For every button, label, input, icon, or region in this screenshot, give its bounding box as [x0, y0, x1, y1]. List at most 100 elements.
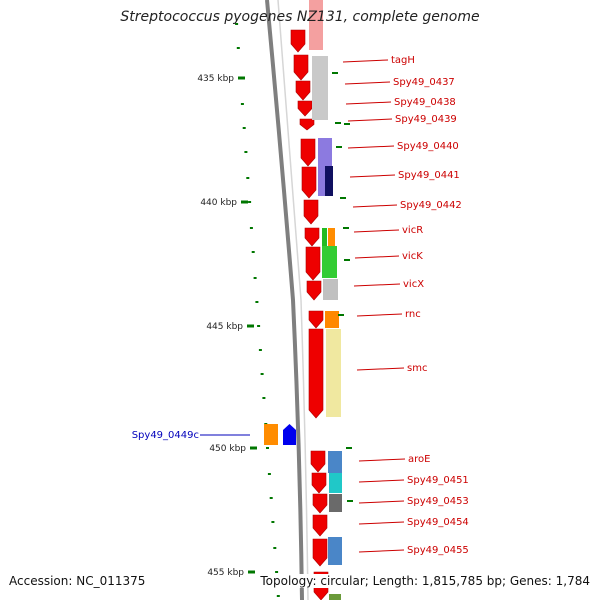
gene-leader-line	[356, 367, 405, 371]
gene-class-bar	[325, 311, 339, 328]
gene-leader-line	[349, 174, 396, 178]
gene-label: Spy49_0438	[394, 97, 456, 108]
ruler-major-tick	[238, 76, 245, 80]
ruler-tick	[248, 201, 252, 203]
gene-label: Spy49_0453	[407, 496, 469, 507]
gene-label: Spy49_0451	[407, 475, 469, 486]
ruler-tick	[273, 547, 277, 549]
gene-leader-line	[358, 479, 405, 483]
ruler-label: 435 kbp	[197, 74, 234, 84]
gene-leader-line	[352, 204, 398, 208]
gene-leader-line	[347, 118, 393, 122]
gene-label: smc	[407, 363, 427, 374]
ruler-tick	[236, 47, 240, 49]
accession-text: Accession: NC_011375	[9, 574, 146, 588]
cds-arrow	[295, 80, 311, 101]
feature-marker	[346, 447, 352, 449]
gene-label: vicR	[402, 225, 423, 236]
cds-arrow	[312, 514, 328, 537]
gene-leader-line	[353, 229, 400, 233]
cds-arrow-reverse	[283, 424, 296, 445]
gene-leader-line	[344, 81, 391, 85]
ruler-tick	[251, 251, 255, 253]
gene-class-bar	[323, 279, 338, 300]
ruler-label: 450 kbp	[209, 444, 246, 454]
gene-class-bar	[322, 228, 327, 246]
gene-label: Spy49_0437	[393, 77, 455, 88]
ruler-tick	[262, 397, 266, 399]
ruler-label: 445 kbp	[206, 322, 243, 332]
ruler-tick	[244, 151, 248, 153]
cds-arrow	[308, 328, 324, 419]
ruler-label: 440 kbp	[200, 198, 237, 208]
page-title: Streptococcus pyogenes NZ131, complete g…	[120, 9, 480, 25]
ruler-tick	[271, 521, 275, 523]
ruler-tick	[275, 571, 279, 573]
feature-track	[264, 0, 342, 600]
ruler-tick	[246, 177, 250, 179]
gene-leader-line	[358, 521, 405, 525]
ruler-major-tick	[248, 570, 255, 574]
ruler-tick	[269, 497, 273, 499]
ruler-tick	[242, 127, 246, 129]
gene-class-bar	[325, 166, 333, 196]
cds-arrow	[301, 166, 317, 199]
gene-leader-line	[358, 549, 405, 553]
ruler-tick	[276, 595, 280, 597]
gene-class-bar	[328, 228, 335, 246]
cds-arrow	[300, 138, 316, 167]
cds-arrow	[311, 472, 327, 494]
cds-arrow	[299, 118, 315, 131]
feature-marker	[340, 197, 346, 199]
cds-arrow	[303, 199, 319, 225]
cds-arrow	[305, 246, 321, 281]
ruler-major-tick	[250, 446, 257, 450]
feature-marker	[335, 122, 341, 124]
feature-marker	[332, 72, 338, 74]
gene-class-bar	[328, 537, 342, 565]
cds-arrow	[297, 100, 313, 117]
ruler-major-tick	[241, 200, 248, 204]
gene-leader-line	[353, 283, 401, 287]
feature-marker	[344, 259, 350, 261]
ruler-tick	[255, 301, 259, 303]
cds-arrow	[312, 493, 328, 514]
gene-class-bar	[264, 424, 278, 445]
gene-label: Spy49_0455	[407, 545, 469, 556]
gene-leader-line	[345, 101, 392, 105]
genome-backbone	[265, 0, 304, 600]
gene-class-bar	[329, 494, 342, 512]
cds-arrow	[293, 54, 309, 81]
gene-label: vicK	[402, 251, 423, 262]
ruler-major-tick	[247, 324, 254, 328]
cds-arrow	[290, 29, 306, 53]
gene-label: rnc	[405, 309, 421, 320]
feature-marker	[343, 227, 349, 229]
gene-class-bar	[322, 246, 337, 278]
gene-label: Spy49_0441	[398, 170, 460, 181]
gene-label: Spy49_0440	[397, 141, 459, 152]
cds-arrow	[306, 280, 322, 301]
ruler-tick	[260, 373, 264, 375]
gene-leader-line	[358, 458, 406, 462]
ruler-tick	[235, 23, 239, 25]
ruler-tick	[257, 325, 261, 327]
ruler-tick	[266, 447, 269, 449]
cds-arrow	[312, 538, 328, 567]
cds-arrow	[308, 310, 324, 329]
gene-class-bar	[309, 0, 323, 50]
feature-marker	[347, 500, 353, 502]
gene-class-bar	[329, 594, 341, 600]
genome-backbone-inner	[277, 0, 309, 600]
gene-class-bar	[328, 451, 342, 473]
ruler-ticks	[235, 23, 280, 597]
gene-label: Spy49_0439	[395, 114, 457, 125]
ruler-tick	[249, 227, 253, 229]
gene-class-bar	[329, 473, 342, 493]
genome-stats-text: Topology: circular; Length: 1,815,785 bp…	[260, 574, 590, 588]
ruler-tick	[267, 473, 271, 475]
gene-label: Spy49_0454	[407, 517, 469, 528]
gene-leader-line	[347, 145, 395, 149]
gene-label: Spy49_0449c	[132, 430, 199, 441]
ruler-labels: 435 kbp 440 kbp 445 kbp 450 kbp 455 kbp	[197, 74, 257, 578]
